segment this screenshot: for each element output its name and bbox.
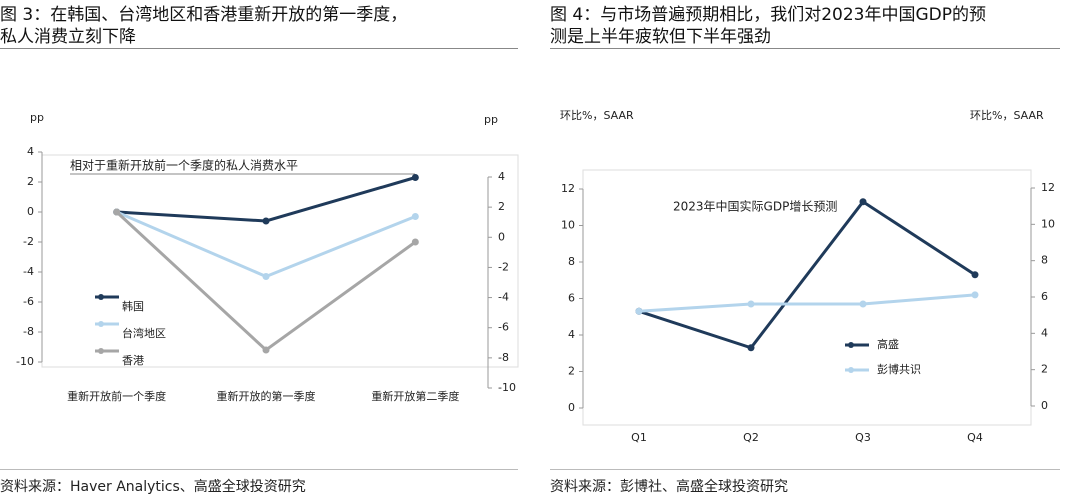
point <box>113 208 121 216</box>
point <box>411 213 419 220</box>
legend-dot <box>98 321 104 327</box>
y-tick-label: -2 <box>23 235 34 248</box>
plot-frame <box>41 154 519 368</box>
x-tick-label: Q4 <box>967 431 983 444</box>
x-tick-label: 重新开放前一个季度 <box>67 389 166 403</box>
y-axis-label: pp <box>30 111 44 124</box>
point <box>262 217 270 225</box>
point <box>262 346 270 354</box>
y2-tick-label: 0 <box>1041 399 1048 412</box>
legend-dot <box>98 294 104 300</box>
x-tick-label: Q2 <box>743 431 759 444</box>
y-tick-label: 0 <box>27 205 34 218</box>
y-tick-label: -6 <box>23 295 34 308</box>
x-tick-label: 重新开放第二季度 <box>371 389 459 403</box>
series-line <box>638 199 976 350</box>
annotation: 相对于重新开放前一个季度的私人消费水平 <box>70 158 298 173</box>
y-tick-label: 2 <box>568 365 575 378</box>
y2-tick-label: -2 <box>498 260 509 273</box>
y-tick-label: 2 <box>27 175 34 188</box>
y-tick-label: 0 <box>568 401 575 414</box>
legend-label: 韩国 <box>122 299 144 313</box>
y-tick-label: -10 <box>16 355 34 368</box>
x-tick-label: 重新开放的第一季度 <box>217 389 316 403</box>
y-tick-label: -8 <box>23 325 34 338</box>
y-tick-label: 4 <box>568 328 575 341</box>
point <box>971 291 979 299</box>
y2-tick-label: 10 <box>1041 217 1055 230</box>
legend-dot <box>98 348 104 354</box>
point <box>859 300 867 308</box>
y-tick-label: 8 <box>568 255 575 268</box>
point <box>747 344 755 352</box>
title-rule <box>550 48 1060 49</box>
x-tick-label: Q1 <box>631 431 647 444</box>
y-axis-label: 环比%，SAAR <box>560 109 634 122</box>
y2-tick-label: 0 <box>498 230 505 243</box>
chart-title: 图 4：与市场普遍预期相比，我们对2023年中国GDP的预测是上半年疲软但下半年… <box>550 5 986 47</box>
y2-tick-label: -4 <box>498 291 509 304</box>
y-tick-label: 10 <box>561 219 575 232</box>
y-tick-label: 6 <box>568 292 575 305</box>
x-tick-label: Q3 <box>855 431 871 444</box>
y2-tick-label: 2 <box>498 200 505 213</box>
y-tick-label: 12 <box>561 182 575 195</box>
legend-label: 台湾地区 <box>122 326 166 340</box>
y2-tick-label: 4 <box>1041 326 1048 339</box>
y2-tick-label: -8 <box>498 351 509 364</box>
legend-label: 高盛 <box>877 337 899 351</box>
series-line <box>116 176 416 223</box>
y2-tick-label: 2 <box>1041 363 1048 376</box>
source-note: 资料来源：彭博社、高盛全球投资研究 <box>550 479 788 495</box>
y2-axis-label: 环比%，SAAR <box>970 109 1044 122</box>
point <box>411 174 419 181</box>
y2-axis-label: pp <box>484 113 498 126</box>
point <box>635 307 643 315</box>
source-rule <box>0 469 518 470</box>
source-rule <box>550 469 1060 470</box>
y-tick-label: -4 <box>23 265 34 278</box>
legend-dot <box>848 367 854 373</box>
y2-tick-label: -6 <box>498 321 509 334</box>
y2-tick-label: 8 <box>1041 254 1048 267</box>
point <box>262 273 270 280</box>
legend-dot <box>848 342 854 348</box>
point <box>971 271 979 279</box>
chart-title: 图 3：在韩国、台湾地区和香港重新开放的第一季度，私人消费立刻下降 <box>0 5 408 47</box>
series-line <box>638 293 976 313</box>
y2-tick-label: 12 <box>1041 181 1055 194</box>
point <box>411 238 419 246</box>
y2-tick-label: 6 <box>1041 290 1048 303</box>
legend-label: 彭博共识 <box>877 362 921 376</box>
point <box>859 198 867 206</box>
source-note: 资料来源：Haver Analytics、高盛全球投资研究 <box>0 479 306 495</box>
y2-tick-label: 4 <box>498 170 505 183</box>
title-rule <box>0 48 518 49</box>
y2-tick-label: -10 <box>498 381 516 394</box>
y-tick-label: 4 <box>27 145 34 158</box>
point <box>747 300 755 308</box>
annotation: 2023年中国实际GDP增长预测 <box>673 199 837 214</box>
legend-label: 香港 <box>122 354 144 367</box>
